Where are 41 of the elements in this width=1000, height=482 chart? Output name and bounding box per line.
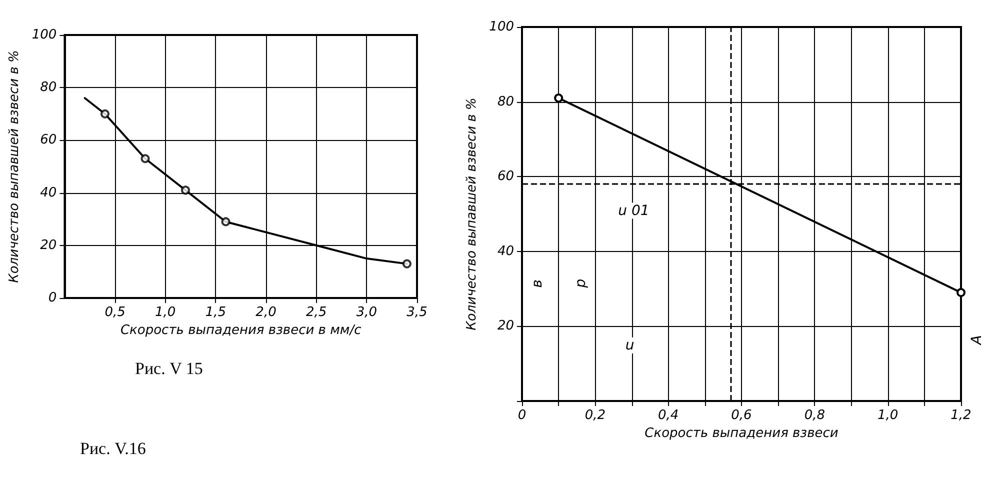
x-tick-label: 1,0 (155, 305, 176, 320)
x-tick-label: 2,5 (306, 305, 327, 320)
y-axis-title: Количество выпавшей взвеси в % (7, 50, 22, 283)
annotation: u (625, 337, 634, 354)
y-tick-label: 80 (40, 80, 57, 96)
x-tick-label: 3,5 (406, 305, 428, 320)
x-tick-label: 0,4 (658, 408, 679, 423)
point (140, 154, 150, 164)
x-tick-label: 3,0 (356, 305, 378, 320)
y-axis-title: Количество выпавшей взвеси в % (464, 98, 480, 330)
x-tick-label: 0,5 (104, 305, 126, 320)
x-tick-label: 0,6 (731, 408, 752, 423)
y-tick-label: 100 (32, 28, 57, 42)
y-tick-label: 40 (40, 185, 57, 200)
point (221, 217, 230, 226)
x-axis-title: Скорость выпадения взвеси (644, 426, 838, 441)
y-tick-label: 40 (497, 244, 514, 259)
y-tick-label: 100 (489, 20, 514, 34)
y-tick-label: 80 (497, 94, 514, 110)
annotation: p (573, 278, 590, 289)
x-tick-label: 0 (518, 408, 526, 423)
text: Рис. V.16 (80, 439, 146, 458)
y-tick-label: 60 (497, 169, 514, 184)
x-tick-label: 2,0 (256, 305, 276, 320)
text: Рис. V 15 (135, 359, 203, 378)
y-tick-label: 20 (497, 318, 514, 334)
y-tick-label: 0 (48, 290, 57, 306)
y-tick-label: 60 (40, 132, 57, 148)
x-tick-label: 0,2 (584, 408, 606, 423)
point (402, 259, 412, 268)
x-tick-label: 1,5 (205, 305, 226, 320)
x-tick-label: 0,8 (804, 408, 826, 423)
point (181, 186, 190, 195)
point (100, 109, 110, 118)
text: A (969, 335, 985, 346)
x-axis-title: Скорость выпадения взвеси в мм/с (120, 323, 362, 338)
y-tick-label: 20 (40, 238, 57, 253)
x-tick-label: 1,0 (877, 408, 898, 423)
annotation: в (529, 280, 546, 288)
annotation: u 01 (618, 202, 650, 219)
x-tick-label: 1,2 (950, 408, 972, 423)
